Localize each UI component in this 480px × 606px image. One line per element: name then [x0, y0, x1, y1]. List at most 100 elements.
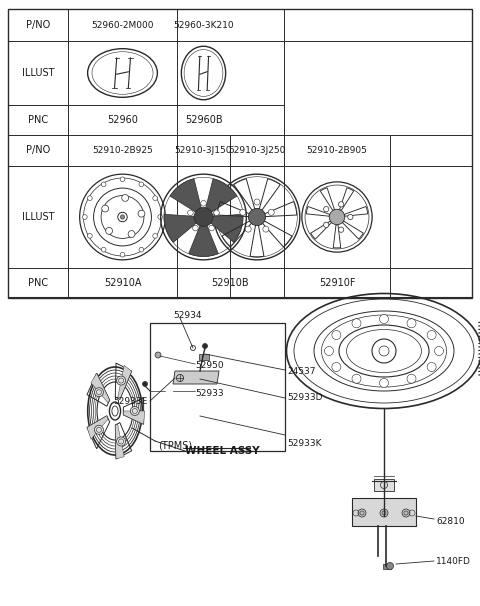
Circle shape [358, 509, 366, 517]
Circle shape [139, 247, 144, 252]
Bar [374, 479, 394, 491]
Circle shape [87, 233, 92, 238]
Circle shape [332, 330, 341, 339]
Text: 52910-2B925: 52910-2B925 [92, 146, 153, 155]
Text: 52933: 52933 [195, 388, 224, 398]
Polygon shape [189, 224, 218, 256]
Circle shape [192, 225, 198, 231]
Text: ILLUST: ILLUST [22, 212, 54, 222]
Circle shape [117, 437, 126, 446]
Circle shape [324, 207, 329, 211]
Circle shape [139, 182, 144, 187]
Polygon shape [164, 215, 198, 242]
Text: 52910-2B905: 52910-2B905 [307, 146, 367, 155]
Circle shape [83, 215, 87, 219]
Circle shape [380, 315, 388, 324]
Circle shape [153, 196, 157, 201]
Polygon shape [123, 411, 145, 424]
Circle shape [332, 362, 341, 371]
Circle shape [338, 227, 344, 232]
Text: 52934: 52934 [173, 310, 202, 319]
Bar [352, 498, 416, 526]
Circle shape [434, 347, 444, 356]
Text: PNC: PNC [28, 115, 48, 125]
Circle shape [138, 210, 145, 217]
Circle shape [407, 375, 416, 383]
Circle shape [324, 222, 329, 227]
Circle shape [427, 362, 436, 371]
Circle shape [263, 226, 269, 232]
Text: 52960B: 52960B [185, 115, 222, 125]
Text: ILLUST: ILLUST [22, 68, 54, 78]
Circle shape [131, 407, 139, 416]
Circle shape [348, 215, 353, 219]
Circle shape [194, 208, 213, 227]
Text: P/NO: P/NO [26, 145, 50, 156]
Circle shape [106, 227, 112, 235]
Text: 24537: 24537 [287, 367, 315, 376]
Polygon shape [87, 416, 108, 439]
Polygon shape [209, 215, 243, 242]
Text: 52910-3J150: 52910-3J150 [175, 146, 232, 155]
Text: 52960-3K210: 52960-3K210 [173, 21, 234, 30]
Ellipse shape [120, 215, 125, 219]
Polygon shape [91, 373, 109, 403]
Text: P/NO: P/NO [26, 20, 50, 30]
Text: 52950: 52950 [195, 362, 224, 370]
Circle shape [209, 225, 215, 231]
Circle shape [240, 209, 246, 215]
Circle shape [402, 509, 410, 517]
Text: PNC: PNC [28, 278, 48, 288]
Circle shape [329, 209, 345, 225]
Circle shape [407, 319, 416, 328]
Text: 52910-3J250: 52910-3J250 [228, 146, 286, 155]
Circle shape [338, 202, 344, 207]
Circle shape [101, 182, 106, 187]
Circle shape [153, 233, 157, 238]
Circle shape [102, 205, 108, 212]
Circle shape [158, 215, 163, 219]
Polygon shape [205, 179, 237, 213]
Text: WHEEL ASSY: WHEEL ASSY [185, 446, 260, 456]
Bar [199, 354, 209, 360]
Text: (TPMS): (TPMS) [158, 441, 192, 451]
Text: 52960-2M000: 52960-2M000 [91, 21, 154, 30]
Polygon shape [173, 371, 219, 384]
Circle shape [352, 319, 361, 328]
Polygon shape [170, 179, 202, 213]
Circle shape [95, 388, 104, 397]
Bar [150, 323, 285, 451]
Polygon shape [118, 365, 132, 399]
Circle shape [203, 344, 207, 348]
Circle shape [117, 376, 126, 385]
Circle shape [155, 352, 161, 358]
Circle shape [214, 210, 219, 216]
Circle shape [101, 247, 106, 252]
Text: 52933D: 52933D [287, 393, 323, 402]
Circle shape [95, 425, 104, 435]
Circle shape [268, 209, 274, 215]
Circle shape [324, 347, 334, 356]
Circle shape [386, 562, 394, 570]
Text: 1140FD: 1140FD [436, 556, 471, 565]
Text: 52933E: 52933E [114, 396, 148, 405]
Circle shape [380, 509, 388, 517]
Circle shape [245, 226, 251, 232]
Circle shape [254, 199, 260, 205]
Text: 52933K: 52933K [287, 439, 322, 448]
Circle shape [143, 382, 147, 387]
Text: 52960: 52960 [107, 115, 138, 125]
Circle shape [380, 379, 388, 387]
Bar [8, 9, 472, 298]
Circle shape [87, 196, 92, 201]
Circle shape [128, 231, 135, 238]
Circle shape [201, 201, 206, 206]
Polygon shape [115, 424, 124, 459]
Circle shape [427, 330, 436, 339]
Circle shape [122, 195, 129, 201]
Circle shape [249, 208, 265, 225]
Text: 62810: 62810 [436, 516, 465, 525]
Circle shape [120, 177, 125, 182]
Text: 52910F: 52910F [319, 278, 355, 288]
Circle shape [120, 252, 125, 257]
